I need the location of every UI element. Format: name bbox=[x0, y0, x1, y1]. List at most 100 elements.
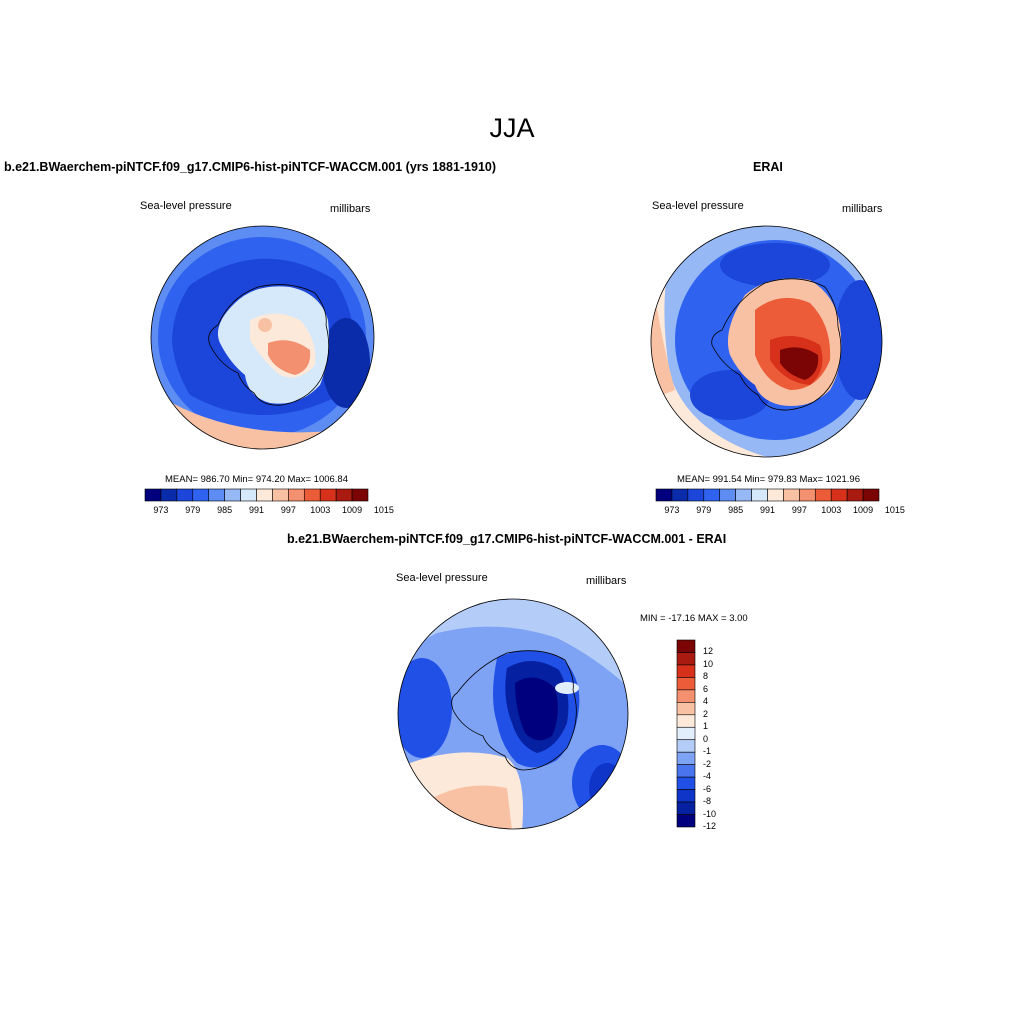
colorbar-swatch bbox=[319, 488, 337, 502]
page-title: JJA bbox=[489, 113, 535, 143]
colorbar-swatch bbox=[192, 488, 210, 502]
colorbar-swatch bbox=[676, 776, 696, 790]
colorbar-swatch bbox=[176, 488, 194, 502]
erai-map-border bbox=[650, 225, 883, 458]
colorbar-swatch bbox=[783, 488, 800, 502]
erai-warm-edge bbox=[651, 226, 770, 457]
colorbar-swatch bbox=[676, 739, 696, 753]
colorbar-tick-label: 1003 bbox=[310, 505, 331, 515]
model-coastline bbox=[208, 284, 330, 406]
colorbar-swatch bbox=[224, 488, 241, 502]
colorbar-swatch bbox=[240, 488, 257, 502]
erai-deep-low bbox=[834, 280, 882, 400]
erai-warm-edge-2 bbox=[651, 265, 675, 400]
colorbar-swatch bbox=[208, 488, 225, 502]
colorbar-swatch bbox=[256, 488, 273, 502]
colorbar-tick-label: -12 bbox=[703, 821, 717, 831]
colorbar-swatch bbox=[687, 488, 705, 502]
diff-polar-map bbox=[397, 598, 629, 830]
colorbar-swatch bbox=[351, 488, 369, 502]
colorbar-swatch bbox=[862, 488, 880, 502]
erai-deep-low-3 bbox=[690, 370, 770, 420]
colorbar-swatch bbox=[846, 488, 864, 502]
diff-units-label: millibars bbox=[586, 575, 627, 587]
model-high-2 bbox=[268, 340, 311, 375]
colorbar-swatch bbox=[303, 488, 321, 502]
colorbar-tick-label: 973 bbox=[664, 505, 680, 515]
colorbar-tick-label: -2 bbox=[703, 758, 712, 769]
diff-coastline bbox=[451, 650, 577, 771]
diff-weak-band bbox=[398, 599, 628, 688]
colorbar-tick-label: 6 bbox=[703, 683, 709, 694]
colorbar-swatch bbox=[676, 751, 696, 765]
colorbar-tick-label: -6 bbox=[703, 783, 712, 794]
colorbar-swatch bbox=[676, 652, 696, 666]
diff-low-east-2 bbox=[589, 763, 625, 813]
erai-stats: MEAN= 991.54 Min= 979.83 Max= 1021.96 bbox=[677, 474, 860, 485]
colorbar-swatch bbox=[767, 488, 784, 502]
colorbar-swatch bbox=[676, 814, 696, 828]
diff-panel-title: b.e21.BWaerchem-piNTCF.f09_g17.CMIP6-his… bbox=[287, 532, 727, 546]
colorbar-swatch bbox=[751, 488, 768, 502]
colorbar-tick-label: 979 bbox=[696, 505, 712, 515]
diff-low-west bbox=[398, 658, 452, 758]
colorbar-tick-label: 985 bbox=[217, 505, 233, 515]
colorbar-tick-label: 1 bbox=[703, 721, 709, 732]
diff-strong-low-2 bbox=[515, 677, 558, 741]
colorbar-swatch bbox=[676, 677, 696, 691]
colorbar-swatch bbox=[671, 488, 689, 502]
colorbar-tick-label: 997 bbox=[791, 505, 807, 515]
diff-positive-spot bbox=[555, 682, 579, 694]
colorbar-tick-label: 973 bbox=[153, 505, 169, 515]
erai-panel-title: ERAI bbox=[753, 160, 783, 174]
colorbar-tick-label: -10 bbox=[703, 808, 717, 819]
colorbar-swatch bbox=[719, 488, 736, 502]
colorbar-tick-label: 2 bbox=[703, 708, 709, 719]
colorbar-tick-label: 4 bbox=[703, 696, 709, 707]
colorbar-tick-label: 12 bbox=[703, 646, 714, 657]
colorbar-tick-label: 1003 bbox=[821, 505, 842, 515]
model-deep-low bbox=[322, 318, 370, 408]
diff-stats: MIN = -17.16 MAX = 3.00 bbox=[640, 613, 748, 624]
erai-variable-label: Sea-level pressure bbox=[652, 200, 744, 212]
colorbar-tick-label: -8 bbox=[703, 796, 712, 807]
colorbar-tick-label: -1 bbox=[703, 746, 712, 757]
diff-colorbar bbox=[676, 639, 696, 828]
diff-variable-label: Sea-level pressure bbox=[396, 572, 488, 584]
colorbar-tick-label: 991 bbox=[248, 505, 265, 515]
model-panel-title: b.e21.BWaerchem-piNTCF.f09_g17.CMIP6-his… bbox=[4, 160, 497, 174]
colorbar-swatch bbox=[814, 488, 832, 502]
model-map-border bbox=[150, 225, 375, 450]
model-stats: MEAN= 986.70 Min= 974.20 Max= 1006.84 bbox=[165, 474, 348, 485]
erai-deep-low-2 bbox=[720, 243, 830, 287]
erai-colorbar bbox=[655, 488, 880, 502]
model-variable-label: Sea-level pressure bbox=[140, 200, 232, 212]
colorbar-swatch bbox=[676, 789, 696, 803]
colorbar-swatch bbox=[335, 488, 353, 502]
erai-units-label: millibars bbox=[842, 203, 883, 215]
colorbar-swatch bbox=[272, 488, 289, 502]
colorbar-swatch bbox=[676, 664, 696, 678]
colorbar-swatch bbox=[676, 714, 696, 728]
colorbar-swatch bbox=[735, 488, 752, 502]
colorbar-swatch bbox=[676, 702, 696, 716]
colorbar-tick-label: 1009 bbox=[853, 505, 874, 515]
model-deep-low-2 bbox=[172, 310, 208, 370]
colorbar-swatch bbox=[703, 488, 721, 502]
model-colorbar bbox=[144, 488, 369, 502]
colorbar-swatch bbox=[830, 488, 848, 502]
colorbar-swatch bbox=[160, 488, 178, 502]
colorbar-swatch bbox=[144, 488, 162, 502]
colorbar-tick-label: 0 bbox=[703, 733, 709, 744]
colorbar-swatch bbox=[676, 726, 696, 741]
diff-map-border bbox=[397, 598, 629, 830]
colorbar-tick-label: 8 bbox=[703, 671, 709, 682]
colorbar-swatch bbox=[676, 639, 696, 653]
colorbar-tick-label: 979 bbox=[185, 505, 201, 515]
colorbar-swatch bbox=[799, 488, 816, 502]
model-units-label: millibars bbox=[330, 203, 371, 215]
colorbar-swatch bbox=[676, 764, 696, 778]
model-polar-map bbox=[150, 225, 375, 450]
erai-coastline bbox=[711, 278, 842, 411]
colorbar-tick-label: 10 bbox=[703, 658, 714, 669]
